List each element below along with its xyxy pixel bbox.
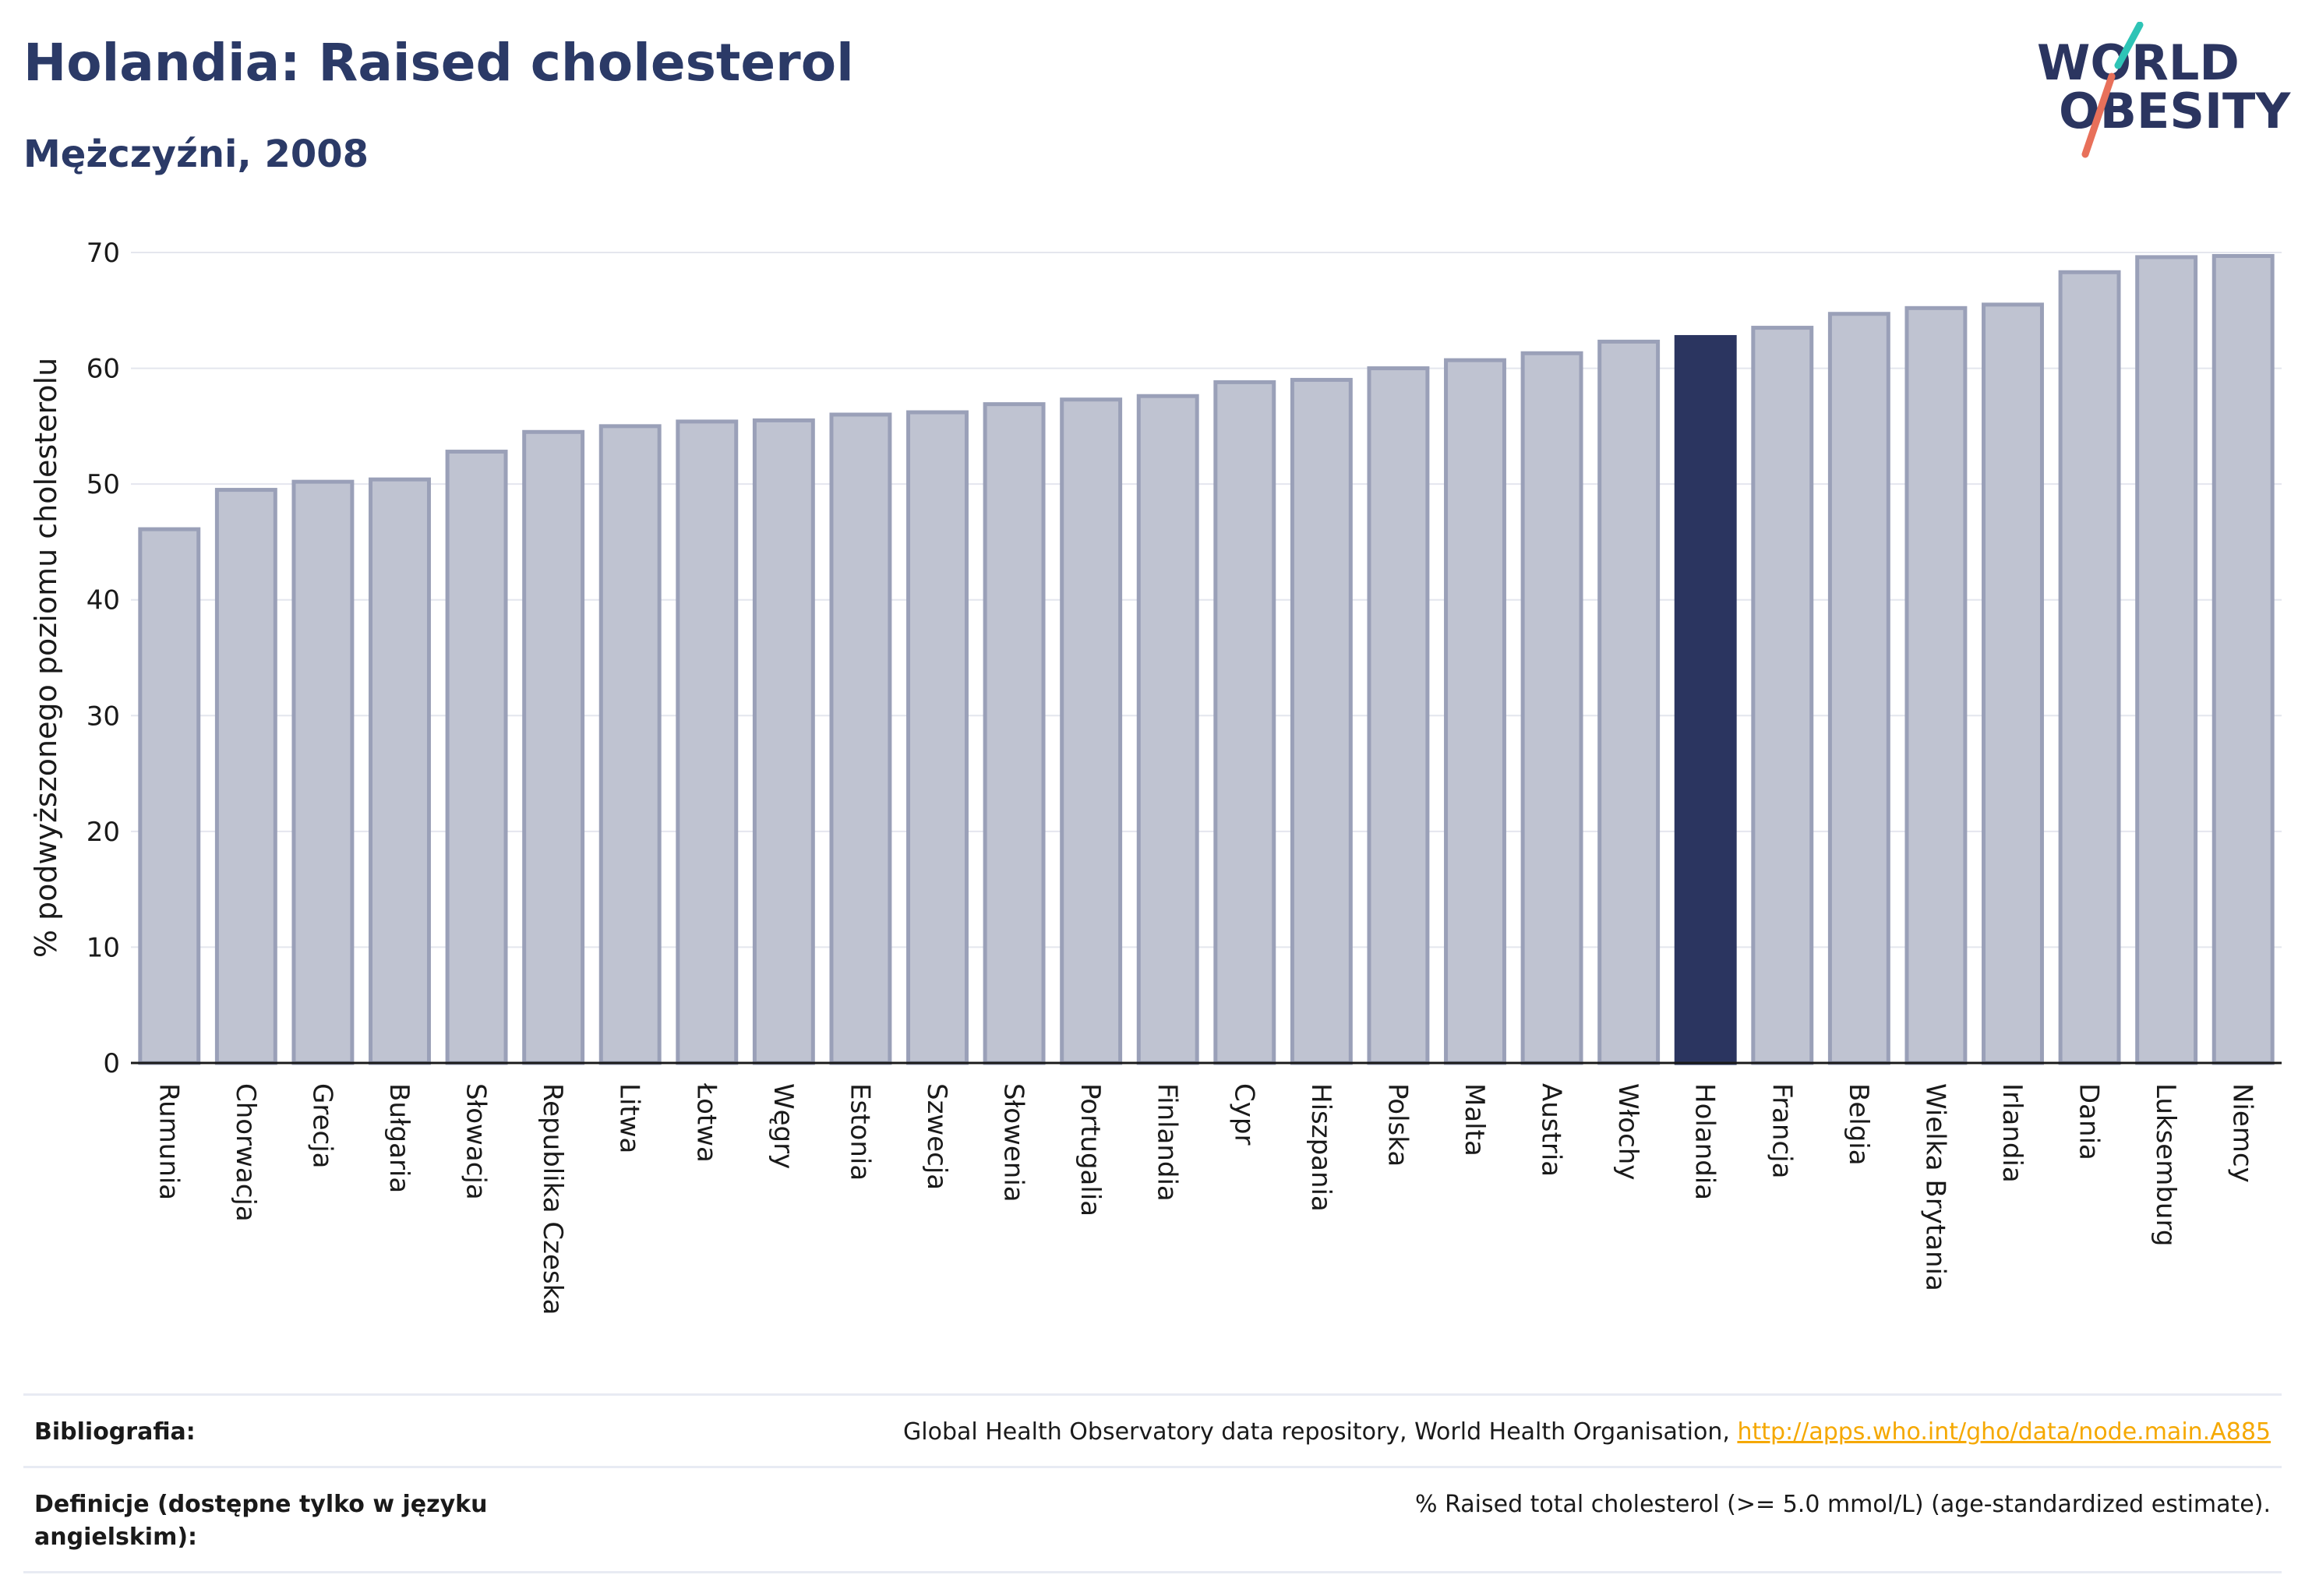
definition-label: Definicje (dostępne tylko w języku angie… xyxy=(34,1491,488,1551)
page-title: Holandia: Raised cholesterol xyxy=(23,33,854,93)
bar-chart: 0 10 20 30 40 50 60 70 % podwyższonego poziomu c… xyxy=(29,238,2282,1315)
x-tick-label: Francja xyxy=(1766,1083,1797,1178)
y-tick-label: 30 xyxy=(86,701,120,732)
x-tick-label: Holandia xyxy=(1689,1083,1721,1200)
x-tick-label: Bułgaria xyxy=(383,1083,415,1193)
x-tick-label: Słowenia xyxy=(998,1083,1029,1202)
y-tick-label: 0 xyxy=(103,1048,120,1079)
bar xyxy=(369,477,431,1065)
bar xyxy=(1751,326,1814,1065)
x-tick-label: Cypr xyxy=(1228,1083,1259,1145)
bar xyxy=(1827,312,1890,1065)
y-tick-label: 50 xyxy=(86,469,120,500)
bar xyxy=(1136,394,1199,1065)
y-tick-label: 70 xyxy=(86,238,120,269)
x-tick-label: Republika Czeska xyxy=(537,1083,568,1315)
bar xyxy=(1904,305,1968,1065)
y-tick-label: 10 xyxy=(86,932,120,963)
bar xyxy=(522,429,585,1065)
x-tick-label: Węgry xyxy=(768,1083,799,1169)
x-tick-label: Estonia xyxy=(844,1083,875,1181)
x-tick-label: Wielka Brytania xyxy=(1919,1083,1950,1291)
x-tick-label: Łotwa xyxy=(690,1082,722,1163)
x-tick-label: Niemcy xyxy=(2227,1083,2258,1183)
x-tick-label: Chorwacja xyxy=(230,1083,261,1222)
x-tick-label: Grecja xyxy=(306,1083,337,1168)
bar xyxy=(138,527,201,1065)
bar xyxy=(445,450,508,1065)
x-tick-label: Finlandia xyxy=(1152,1083,1183,1202)
bar-highlight xyxy=(1674,334,1737,1065)
bibliography-value: Global Health Observatory data repositor… xyxy=(903,1416,2271,1449)
x-tick-label: Austria xyxy=(1536,1083,1567,1177)
x-tick-label: Portugalia xyxy=(1075,1083,1106,1216)
bar xyxy=(1367,366,1430,1065)
bar xyxy=(676,419,739,1065)
x-tick-label: Rumunia xyxy=(153,1083,184,1200)
x-tick-label: Dania xyxy=(2074,1083,2105,1160)
bar xyxy=(1060,397,1123,1065)
chart-footer: Bibliografia: Global Health Observatory … xyxy=(23,1393,2282,1573)
bar xyxy=(1982,302,2044,1065)
bar xyxy=(752,418,815,1065)
bibliography-link[interactable]: http://apps.who.int/gho/data/node.main.A… xyxy=(1737,1418,2271,1446)
x-tick-label: Słowacja xyxy=(461,1083,492,1200)
logo-slash-teal xyxy=(2114,22,2144,69)
definition-value: % Raised total cholesterol (>= 5.0 mmol/… xyxy=(1415,1491,2271,1518)
x-tick-label: Irlandia xyxy=(1996,1083,2028,1183)
bar xyxy=(1520,351,1583,1065)
x-tick-label: Hiszpania xyxy=(1305,1083,1336,1212)
bar xyxy=(1444,358,1506,1065)
y-axis-label: % podwyższonego poziomu cholesterolu xyxy=(29,358,63,958)
y-tick-label: 20 xyxy=(86,817,120,848)
bibliography-row: Bibliografia: Global Health Observatory … xyxy=(23,1393,2282,1466)
bar xyxy=(598,424,662,1065)
x-tick-label: Włochy xyxy=(1612,1083,1643,1180)
x-tick-label: Szwecja xyxy=(921,1083,952,1190)
bar xyxy=(829,412,892,1065)
world-obesity-logo[interactable]: WORLD OBESITY xyxy=(2026,22,2291,162)
bar xyxy=(1597,339,1661,1065)
bar xyxy=(1290,377,1353,1065)
bar xyxy=(2211,253,2275,1065)
x-tick-label: Luksemburg xyxy=(2150,1083,2181,1246)
x-tick-label: Litwa xyxy=(614,1083,645,1153)
bibliography-text: Global Health Observatory data repositor… xyxy=(903,1418,1738,1446)
logo-text-world: WORLD xyxy=(2037,34,2240,91)
bar xyxy=(214,488,277,1065)
bar xyxy=(1213,380,1276,1065)
bar xyxy=(983,402,1046,1065)
x-tick-label: Polska xyxy=(1382,1083,1413,1167)
definition-row: Definicje (dostępne tylko w języku angie… xyxy=(23,1466,2282,1573)
logo-slash-coral xyxy=(2081,72,2116,158)
bar xyxy=(906,410,969,1065)
y-tick-label: 40 xyxy=(86,585,120,616)
x-tick-label: Belgia xyxy=(1843,1083,1874,1166)
bibliography-label: Bibliografia: xyxy=(34,1418,196,1446)
y-tick-label: 60 xyxy=(86,354,120,385)
bar xyxy=(291,479,355,1065)
x-tick-label: Malta xyxy=(1459,1083,1490,1156)
bar xyxy=(2058,270,2121,1065)
bar xyxy=(2135,255,2198,1065)
page-subtitle: Mężczyźni, 2008 xyxy=(23,132,369,176)
